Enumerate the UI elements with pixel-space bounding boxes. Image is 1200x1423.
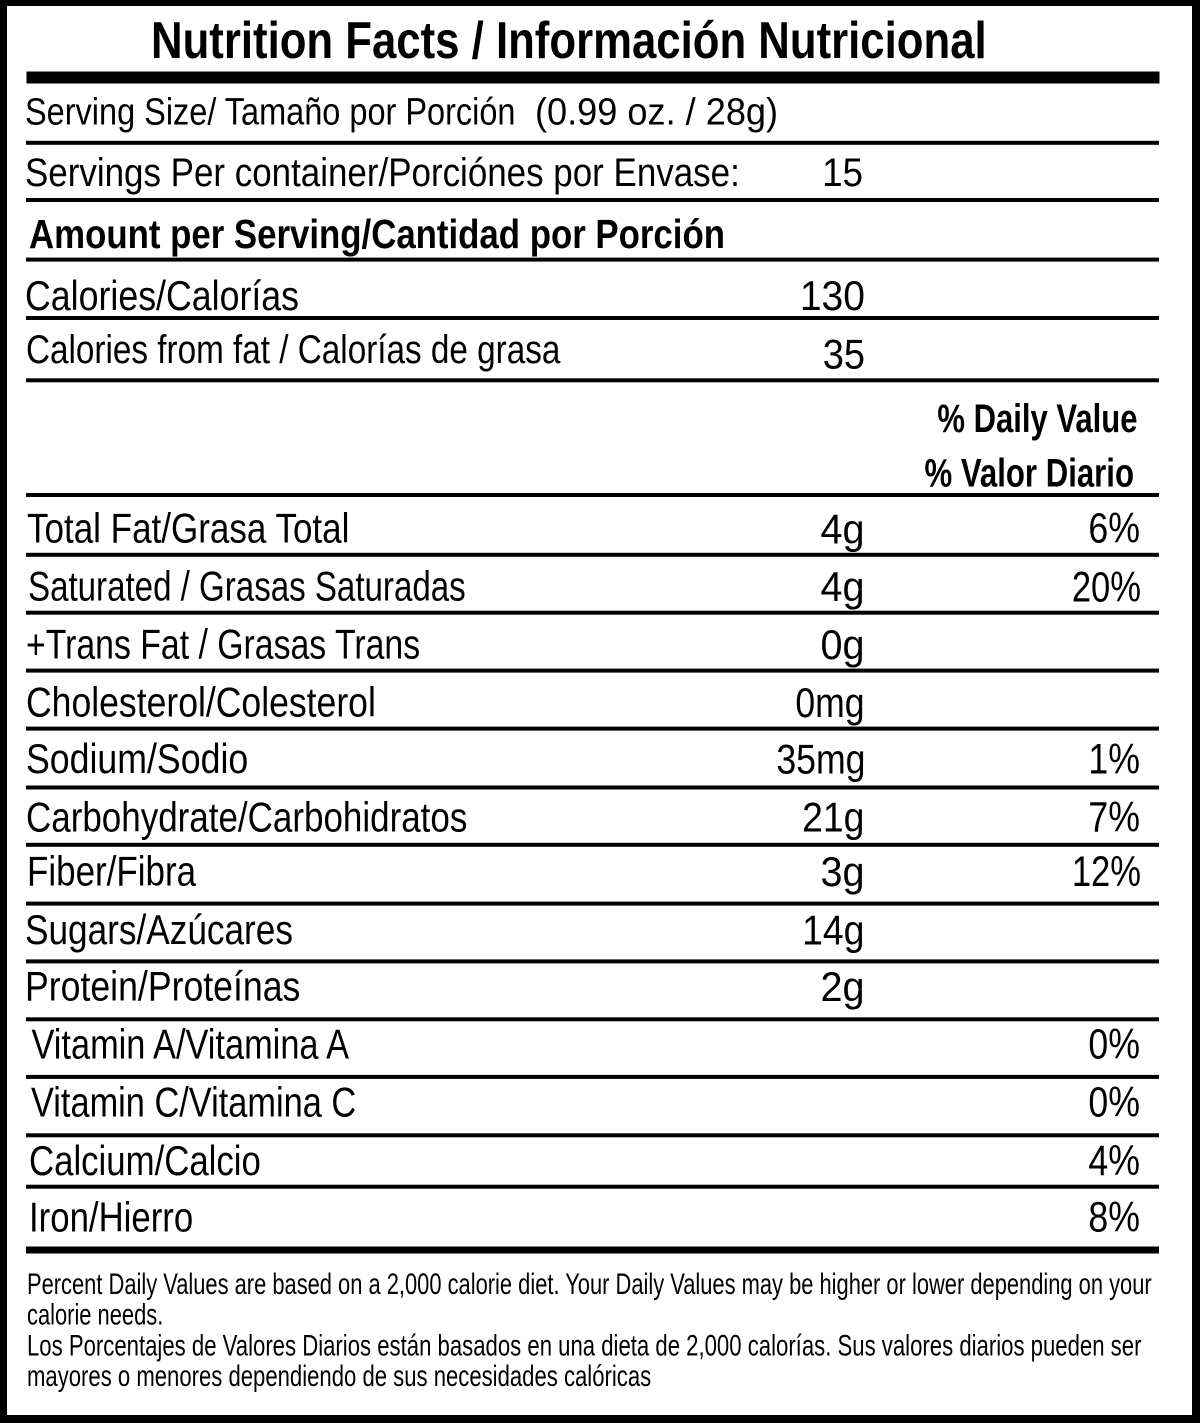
svg-text:6%: 6%	[1088, 504, 1140, 552]
svg-text:12%: 12%	[1072, 849, 1141, 896]
svg-text:Nutrition Facts / Información: Nutrition Facts / Información Nutriciona…	[151, 13, 987, 70]
svg-text:(0.99 oz. / 28g): (0.99 oz. / 28g)	[535, 90, 778, 133]
svg-text:2g: 2g	[820, 963, 864, 1010]
svg-text:3g: 3g	[820, 848, 864, 895]
svg-text:Serving Size/ Tamaño por Porci: Serving Size/ Tamaño por Porción	[25, 91, 516, 133]
svg-text:Amount per Serving/Cantidad po: Amount per Serving/Cantidad por Porción	[29, 212, 725, 257]
svg-text:Sugars/Azúcares: Sugars/Azúcares	[25, 907, 293, 954]
svg-text:35mg: 35mg	[776, 737, 865, 783]
svg-text:Sodium/Sodio: Sodium/Sodio	[26, 736, 248, 782]
svg-text:130: 130	[800, 272, 865, 320]
svg-text:Vitamin C/Vitamina C: Vitamin C/Vitamina C	[31, 1079, 356, 1126]
svg-text:Calories from fat / Calorías d: Calories from fat / Calorías de grasa	[26, 327, 561, 372]
svg-text:% Valor Diario: % Valor Diario	[925, 451, 1134, 496]
svg-text:Los Porcentajes de Valores Dia: Los Porcentajes de Valores Diarios están…	[27, 1328, 1142, 1362]
svg-text:Carbohydrate/Carbohidratos: Carbohydrate/Carbohidratos	[26, 795, 467, 842]
svg-text:0%: 0%	[1088, 1020, 1140, 1068]
svg-text:0%: 0%	[1088, 1078, 1140, 1126]
svg-text:15: 15	[822, 151, 863, 196]
svg-text:Percent Daily Values are based: Percent Daily Values are based on a 2,00…	[27, 1267, 1152, 1301]
svg-text:1%: 1%	[1088, 735, 1140, 783]
svg-text:21g: 21g	[802, 795, 864, 841]
svg-text:Fiber/Fibra: Fiber/Fibra	[27, 849, 197, 896]
svg-text:8%: 8%	[1088, 1193, 1140, 1241]
svg-text:20%: 20%	[1072, 564, 1141, 611]
svg-text:Calories/Calorías: Calories/Calorías	[25, 273, 299, 319]
svg-text:Total Fat/Grasa Total: Total Fat/Grasa Total	[27, 506, 349, 553]
svg-text:Servings Per container/Porción: Servings Per container/Porciónes por Env…	[25, 150, 740, 195]
svg-text:Protein/Proteínas: Protein/Proteínas	[25, 964, 300, 1010]
svg-text:Iron/Hierro: Iron/Hierro	[29, 1194, 193, 1241]
svg-text:Saturated / Grasas Saturadas: Saturated / Grasas Saturadas	[28, 564, 466, 611]
svg-text:14g: 14g	[802, 908, 864, 954]
svg-text:0mg: 0mg	[795, 680, 864, 726]
svg-text:mayores o menores dependiendo: mayores o menores dependiendo de sus nec…	[27, 1359, 651, 1393]
svg-text:Cholesterol/Colesterol: Cholesterol/Colesterol	[26, 680, 376, 726]
svg-text:7%: 7%	[1088, 794, 1140, 842]
svg-text:0g: 0g	[820, 621, 864, 668]
svg-text:calorie needs.: calorie needs.	[27, 1297, 163, 1331]
svg-text:Calcium/Calcio: Calcium/Calcio	[29, 1138, 261, 1185]
svg-text:4%: 4%	[1088, 1137, 1140, 1185]
svg-text:% Daily Value: % Daily Value	[937, 396, 1137, 441]
svg-text:4g: 4g	[820, 563, 864, 610]
svg-text:4g: 4g	[820, 505, 864, 552]
svg-text:35: 35	[823, 332, 865, 378]
svg-text:Vitamin A/Vitamina A: Vitamin A/Vitamina A	[32, 1021, 350, 1068]
svg-text:+Trans Fat / Grasas Trans: +Trans Fat / Grasas Trans	[26, 621, 420, 668]
